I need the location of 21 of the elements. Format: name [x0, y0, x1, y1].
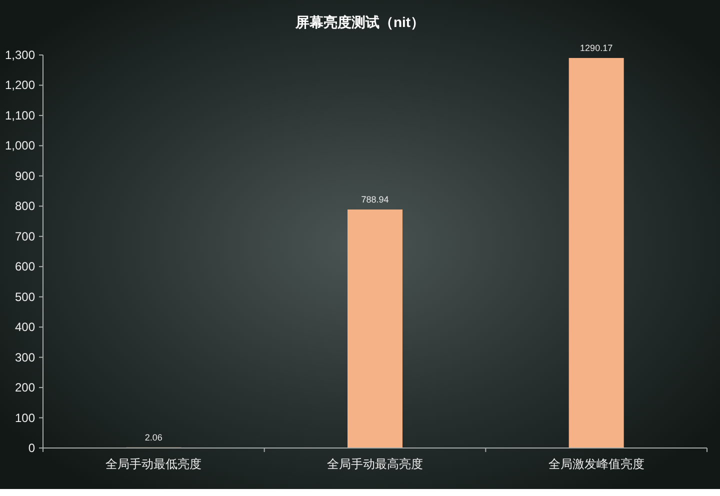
chart-title: 屏幕亮度测试（nit） [294, 14, 425, 30]
data-label: 2.06 [144, 432, 162, 442]
y-tick-label: 1,300 [4, 48, 36, 62]
data-label: 1290.17 [580, 42, 613, 53]
x-tick-label: 全局激发峰值亮度 [548, 457, 644, 471]
x-tick-label: 全局手动最低亮度 [106, 457, 202, 471]
y-tick-label: 700 [14, 229, 36, 244]
y-tick-label: 100 [14, 410, 36, 425]
y-tick-label: 0 [28, 441, 36, 455]
y-tick-label: 300 [14, 350, 36, 364]
y-tick-label: 500 [14, 290, 36, 304]
y-tick-label: 800 [14, 199, 36, 214]
y-tick-label: 1,000 [4, 138, 36, 153]
y-tick-label: 600 [14, 260, 36, 274]
y-tick-label: 900 [14, 168, 36, 183]
y-tick-label: 400 [14, 320, 36, 334]
y-tick-label: 1,200 [4, 78, 36, 92]
y-tick-label: 1,100 [4, 108, 36, 122]
y-tick-label: 200 [14, 380, 36, 395]
x-tick-label: 全局手动最高亮度 [327, 457, 423, 471]
data-label: 788.94 [361, 194, 389, 204]
